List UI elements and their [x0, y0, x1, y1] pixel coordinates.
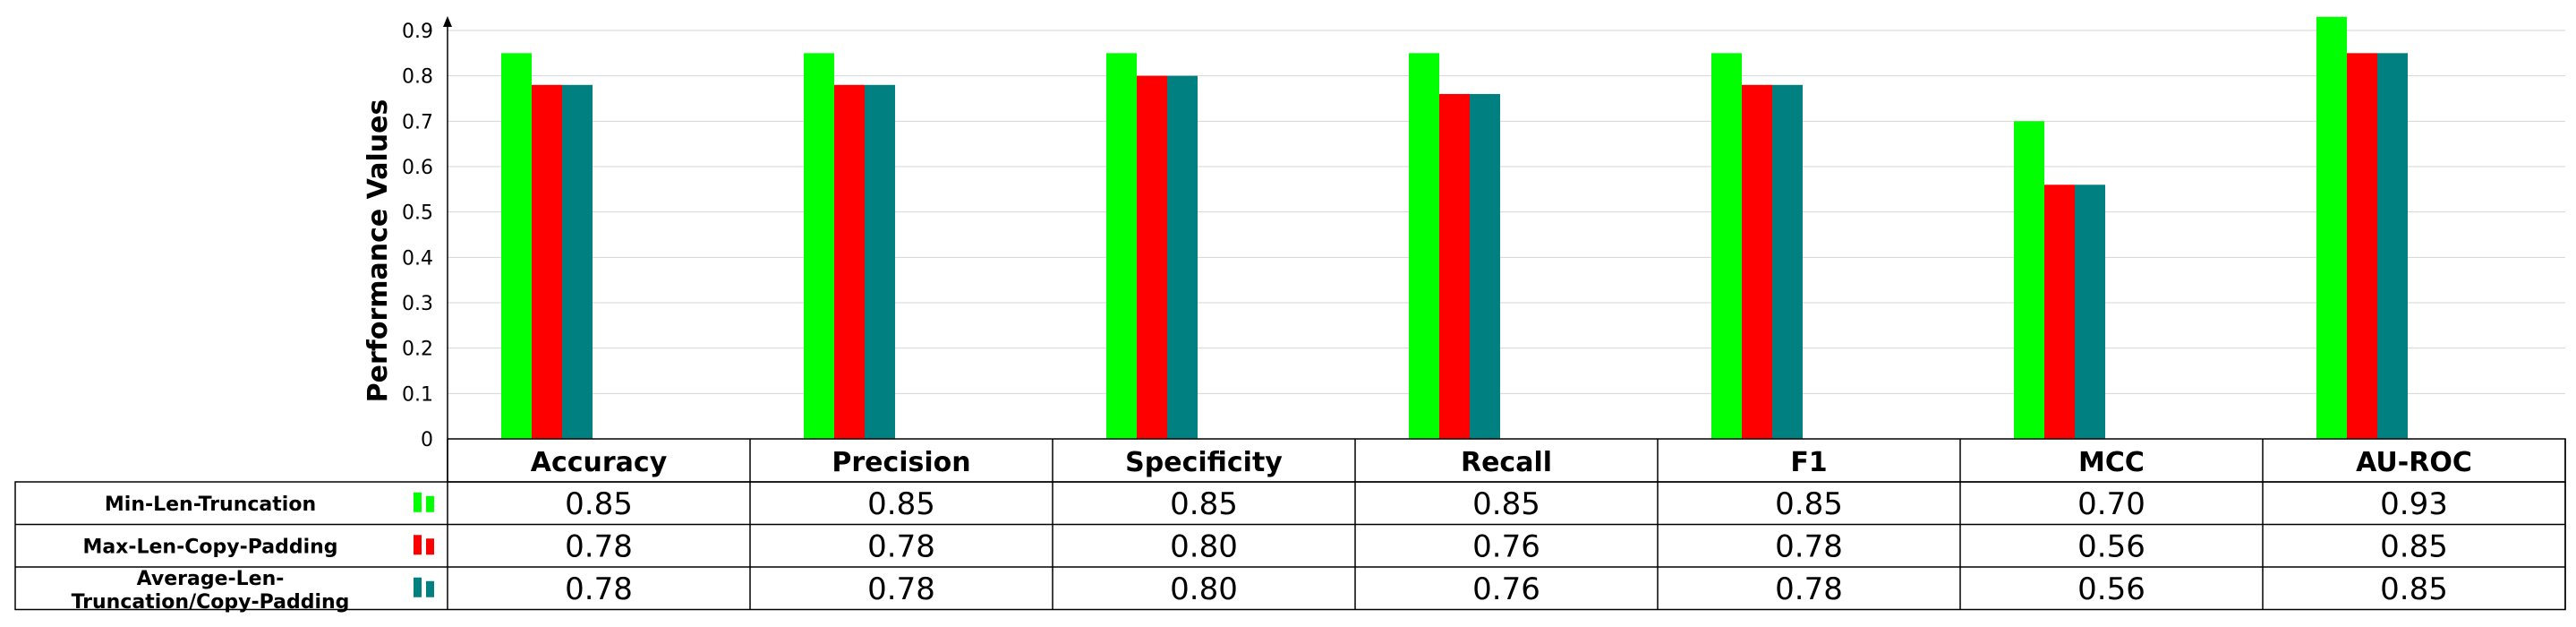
- category-label: Specificity: [1125, 447, 1283, 478]
- y-axis: 0 0.1 0.2 0.3 0.4 0.5 0.6 0.7 0.8 0.9: [402, 16, 452, 451]
- table-cell-value: 0.80: [1170, 571, 1238, 607]
- legend-label: Truncation/Copy-Padding: [72, 591, 350, 614]
- category-label: F1: [1790, 447, 1827, 478]
- y-tick-label: 0.6: [402, 157, 433, 179]
- y-tick-label: 0.4: [402, 247, 433, 270]
- legend-swatch: [426, 538, 434, 555]
- table-cell-value: 0.85: [1170, 486, 1238, 522]
- table-cell-value: 0.76: [1472, 528, 1540, 564]
- legend-swatch: [426, 580, 434, 597]
- y-tick-label: 0.9: [402, 21, 433, 43]
- y-tick-label: 0.2: [402, 339, 433, 361]
- category-label: Precision: [832, 447, 970, 478]
- legend-label: Average-Len-: [137, 568, 285, 590]
- table-cell-value: 0.76: [1472, 571, 1540, 607]
- legend-swatch: [414, 492, 422, 512]
- y-tick-label: 0.1: [402, 383, 433, 406]
- bar: [834, 84, 865, 440]
- table-body: [14, 481, 2566, 611]
- bar: [1409, 53, 1439, 439]
- bar: [1470, 93, 1500, 439]
- bar: [1137, 75, 1167, 440]
- y-tick-label: 0.3: [402, 293, 433, 315]
- bar: [501, 53, 532, 439]
- table-cell-value: 0.93: [2380, 486, 2448, 522]
- bar: [562, 84, 593, 440]
- legend-swatch: [426, 495, 434, 512]
- y-tick-label: 0: [421, 429, 433, 451]
- legend-label: Min-Len-Truncation: [105, 494, 316, 516]
- category-label: Recall: [1461, 447, 1552, 478]
- table-cell-value: 0.70: [2077, 486, 2145, 522]
- bar: [1772, 84, 1803, 440]
- bar: [2075, 185, 2105, 439]
- legend-swatch: [414, 535, 422, 555]
- category-label: MCC: [2078, 447, 2145, 478]
- bars: [501, 16, 2408, 440]
- table-cell-value: 0.85: [1472, 486, 1540, 522]
- bar: [2044, 185, 2075, 439]
- category-label: AU-ROC: [2356, 447, 2472, 478]
- bar: [804, 53, 834, 439]
- y-axis-arrow: [443, 16, 452, 27]
- y-tick-label: 0.7: [402, 111, 433, 133]
- table-cell-value: 0.85: [1775, 486, 1843, 522]
- bar: [1106, 53, 1137, 439]
- bar: [2377, 53, 2408, 439]
- table-cell-value: 0.78: [867, 528, 935, 564]
- category-label: Accuracy: [531, 447, 668, 478]
- bar: [1742, 84, 1772, 440]
- table-cell-value: 0.78: [1775, 571, 1843, 607]
- data-table: Accuracy Precision Specificity Recall F1 MCC A…: [14, 438, 2566, 614]
- table-cell-value: 0.56: [2077, 528, 2145, 564]
- legend-swatch: [414, 577, 422, 597]
- y-tick-label: 0.5: [402, 202, 433, 225]
- bar: [2347, 53, 2377, 439]
- table-cell-value: 0.78: [1775, 528, 1843, 564]
- bar: [1439, 93, 1470, 439]
- bar: [1711, 53, 1742, 439]
- table-cell-value: 0.85: [2380, 571, 2448, 607]
- bar: [532, 84, 562, 440]
- bar: [2316, 16, 2347, 440]
- y-tick-label: 0.8: [402, 66, 433, 89]
- y-axis-label: Performance Values: [363, 99, 394, 403]
- table-cell-value: 0.85: [2380, 528, 2448, 564]
- table-cell-value: 0.85: [565, 486, 633, 522]
- gridlines: [448, 30, 2565, 394]
- bar: [865, 84, 895, 440]
- table-cell-value: 0.56: [2077, 571, 2145, 607]
- legend-label: Max-Len-Copy-Padding: [82, 536, 337, 558]
- table-cell-value: 0.78: [867, 571, 935, 607]
- table-cell-value: 0.78: [565, 571, 633, 607]
- table-cell-value: 0.80: [1170, 528, 1238, 564]
- table-cell-value: 0.78: [565, 528, 633, 564]
- table-cell-value: 0.85: [867, 486, 935, 522]
- bar: [1167, 75, 1198, 440]
- bar: [2014, 121, 2044, 440]
